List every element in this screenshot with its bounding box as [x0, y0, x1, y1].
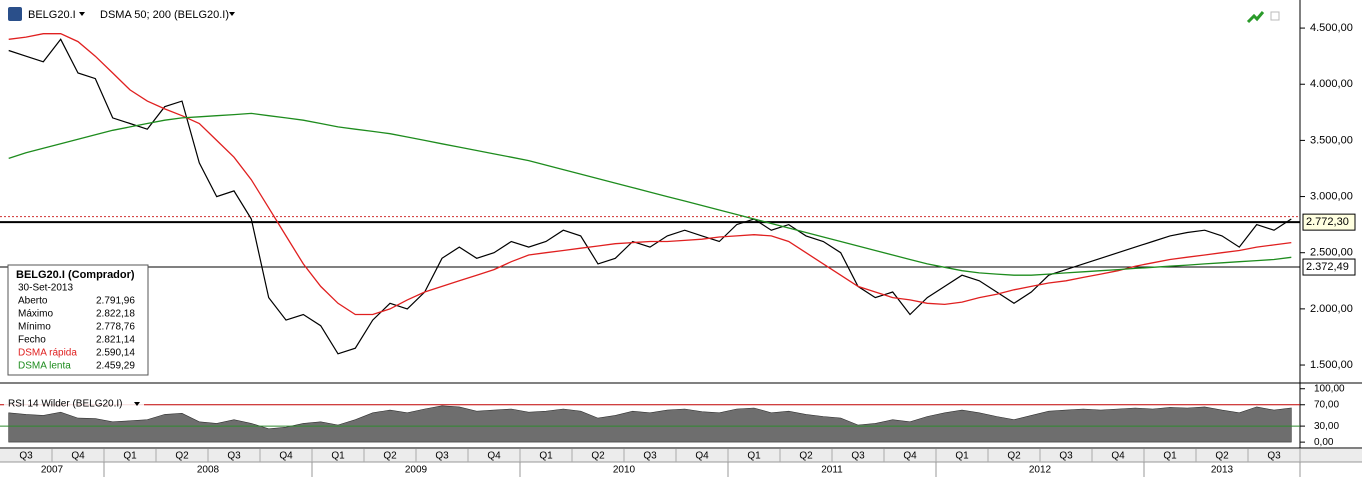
year-label: 2010 [613, 465, 636, 476]
info-value: 2.778,76 [96, 322, 135, 333]
indicator-name[interactable]: DSMA 50; 200 (BELG20.I) [100, 9, 229, 21]
level-label-box [1302, 213, 1356, 231]
level-label-box [1302, 258, 1356, 276]
quarter-label: Q1 [123, 451, 137, 462]
level-label: 2.772,30 [1306, 216, 1349, 228]
info-label: Aberto [18, 296, 48, 307]
quarter-label: Q3 [227, 451, 241, 462]
year-label: 2012 [1029, 465, 1052, 476]
y-tick-label: 4.500,00 [1310, 22, 1353, 34]
info-value: 2.822,18 [96, 309, 135, 320]
quarter-label: Q2 [175, 451, 189, 462]
quarter-label: Q1 [747, 451, 761, 462]
symbol-name[interactable]: BELG20.I [28, 9, 76, 21]
symbol-icon[interactable] [8, 7, 22, 21]
info-date: 30-Set-2013 [18, 283, 73, 294]
info-value: 2.459,29 [96, 361, 135, 372]
year-label: 2007 [41, 465, 64, 476]
quarter-row [0, 449, 1362, 462]
quarter-label: Q2 [799, 451, 813, 462]
quarter-label: Q4 [903, 451, 917, 462]
moving-average [8, 112, 1292, 276]
rsi-title-bg [4, 397, 144, 410]
dropdown [134, 402, 140, 406]
info-label: Máximo [18, 309, 53, 320]
quarter-label: Q2 [1215, 451, 1229, 462]
info-title: BELG20.I (Comprador) [16, 269, 135, 281]
rsi-title: RSI 14 Wilder (BELG20.I) [8, 399, 122, 410]
quarter-label: Q1 [331, 451, 345, 462]
level-label: 2.372,49 [1306, 261, 1349, 273]
info-value: 2.791,96 [96, 296, 135, 307]
quarter-label: Q2 [1007, 451, 1021, 462]
quarter-label: Q1 [1163, 451, 1177, 462]
y-tick-label: 70,00 [1314, 399, 1339, 410]
info-label: Mínimo [18, 322, 51, 333]
quarter-label: Q4 [279, 451, 293, 462]
y-tick-label: 2.500,00 [1310, 247, 1353, 259]
quarter-label: Q2 [383, 451, 397, 462]
quarter-label: Q4 [71, 451, 85, 462]
y-tick-label: 4.000,00 [1310, 78, 1353, 90]
year-label: 2011 [821, 465, 843, 476]
dropdown[interactable] [79, 12, 85, 16]
year-label: 2009 [405, 465, 428, 476]
y-tick-label: 30,00 [1314, 421, 1339, 432]
quarter-label: Q1 [955, 451, 969, 462]
info-label: DSMA rápida [18, 348, 77, 359]
quarter-label: Q3 [643, 451, 657, 462]
y-tick-label: 1.500,00 [1310, 359, 1353, 371]
year-label: 2013 [1211, 465, 1234, 476]
trend-icon[interactable] [1246, 11, 1265, 24]
y-tick-label: 100,00 [1314, 383, 1345, 394]
price-line [8, 38, 1292, 355]
moving-average [8, 33, 1292, 316]
info-label: DSMA lenta [18, 361, 71, 372]
quarter-label: Q1 [539, 451, 553, 462]
quarter-label: Q3 [1059, 451, 1073, 462]
year-label: 2008 [197, 465, 220, 476]
quarter-label: Q3 [19, 451, 33, 462]
y-tick-label: 3.500,00 [1310, 134, 1353, 146]
quarter-label: Q3 [851, 451, 865, 462]
quarter-label: Q4 [487, 451, 501, 462]
y-tick-label: 2.000,00 [1310, 303, 1353, 315]
info-box [7, 264, 149, 376]
dropdown[interactable] [229, 12, 235, 16]
info-value: 2.821,14 [96, 335, 135, 346]
quarter-label: Q4 [1111, 451, 1125, 462]
y-tick-label: 3.000,00 [1310, 190, 1353, 202]
window-button[interactable] [1270, 11, 1280, 21]
rsi-area [8, 405, 1292, 443]
quarter-label: Q4 [695, 451, 709, 462]
quarter-label: Q2 [591, 451, 605, 462]
info-value: 2.590,14 [96, 348, 135, 359]
y-tick-label: 0,00 [1314, 437, 1334, 448]
quarter-label: Q3 [435, 451, 449, 462]
quarter-label: Q3 [1267, 451, 1281, 462]
info-label: Fecho [18, 335, 46, 346]
